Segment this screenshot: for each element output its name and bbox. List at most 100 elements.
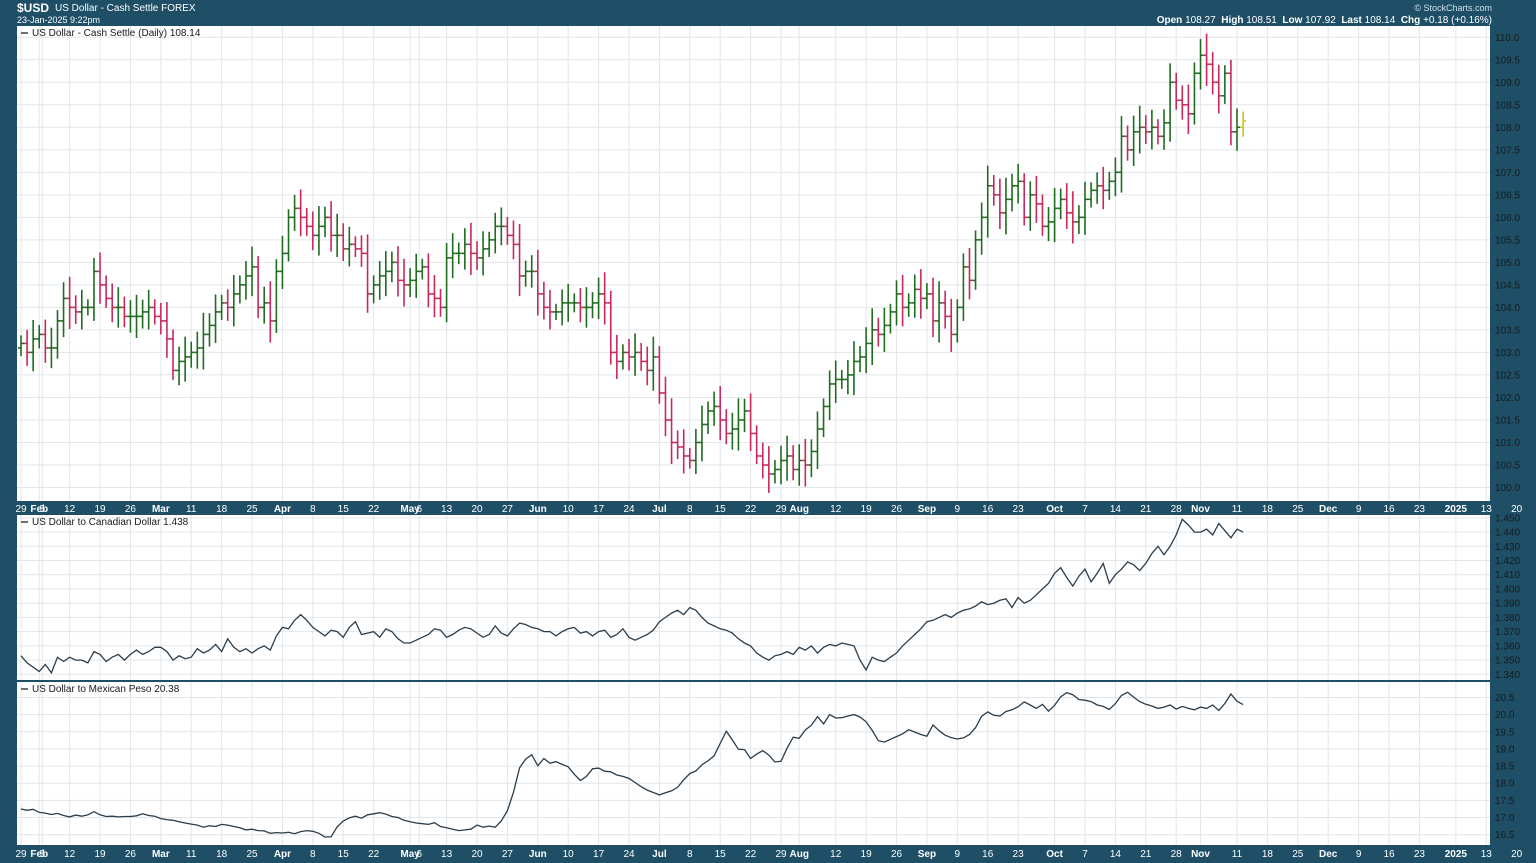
ohlc-bar [923,283,930,310]
date-tick-label: 13 [1481,849,1493,860]
ohlc-bar [857,346,864,373]
ohlc-bar [577,288,584,323]
ohlc-bar [1148,109,1155,150]
date-tick-label: 7 [1082,849,1088,860]
date-tick-label: 12 [64,504,76,515]
ohlc-bar [255,256,262,319]
ohlc-bar [680,429,687,474]
ohlc-bar [1045,206,1052,242]
date-tick-label: 16 [982,504,994,515]
ohlc-bar [364,234,371,313]
ohlc-bar [790,445,797,481]
ohlc-bar [36,324,43,349]
date-tick-label: Dec [1319,849,1338,860]
ohlc-bar [170,329,176,380]
series-line [20,518,1244,675]
date-tick-label: 9 [955,504,961,515]
date-tick-label: Feb [30,504,48,515]
pane-background [17,26,1490,501]
date-tick-label: 24 [623,504,635,515]
date-tick-label: 8 [310,849,316,860]
y-tick-label: 102.0 [1495,393,1520,404]
ohlc-bar [595,277,602,320]
ohlc-bar [309,211,316,251]
ohlc-bar [936,281,943,343]
ohlc-bar [1100,166,1107,210]
ohlc-bar [315,206,322,256]
y-tick-label: 20.5 [1495,693,1515,704]
date-tick-label: 9 [955,849,961,860]
ohlc-bar [589,292,596,319]
ohlc-bar [844,360,851,395]
date-tick-label: 13 [441,849,453,860]
ohlc-bar [717,386,724,441]
ohlc-bar [163,301,170,358]
ohlc-bar [911,274,918,318]
ohlc-bar [619,344,626,370]
ohlc-bar [626,338,632,371]
ohlc-bar [109,283,116,323]
date-tick-label: Mar [152,849,170,860]
ohlc-bar [236,275,243,304]
date-tick-label: Jul [652,504,667,515]
date-tick-label: 16 [1383,849,1395,860]
pane-title: US Dollar - Cash Settle (Daily) 108.14 [32,28,201,39]
ohlc-bar [407,268,414,298]
ohlc-bar [808,439,815,478]
ohlc-bar [388,251,395,283]
date-tick-label: 9 [1356,849,1362,860]
date-tick-label: 25 [246,504,258,515]
ohlc-bar [528,255,535,288]
date-tick-label: 19 [861,849,873,860]
ohlc-bar [97,252,104,304]
ohlc-bar [437,288,444,317]
ohlc-bar [401,258,408,307]
ohlc-bar [899,274,906,327]
y-tick-label: 110.0 [1495,33,1520,44]
date-tick-label: Mar [152,504,170,515]
date-tick-label: 16 [1383,504,1395,515]
y-tick-label: 19.5 [1495,727,1515,738]
ohlc-bar [230,274,237,327]
ohlc-bar [741,398,748,433]
ohlc-bar [480,231,487,276]
y-tick-label: 1.440 [1495,528,1520,539]
ohlc-bar [18,335,24,357]
ohlc-bar [778,445,784,485]
date-tick-label: 12 [830,849,842,860]
y-tick-label: 1.430 [1495,542,1520,553]
y-tick-label: 107.5 [1495,145,1520,156]
ohlc-bar [735,398,742,451]
ohlc-bar [206,313,213,347]
ohlc-bar [1185,84,1192,135]
date-tick-label: 23 [1013,849,1025,860]
ohlc-bar [303,207,310,236]
ohlc-bar [48,327,55,369]
y-tick-label: 1.360 [1495,641,1520,652]
ohlc-bar [182,336,189,382]
ohlc-bar [30,320,37,372]
ohlc-bar [559,289,566,326]
ohlc-bar [1154,119,1161,145]
price-stats: Open 108.27 High 108.51 Low 107.92 Last … [1157,15,1492,26]
ohlc-bar [176,346,183,386]
ohlc-bar [753,425,760,465]
ohlc-bar [1063,183,1070,230]
ohlc-bar [1215,64,1222,114]
date-tick-label: 12 [830,504,842,515]
ohlc-bar [273,259,280,334]
date-tick-label: 8 [310,504,316,515]
ohlc-bar [826,370,833,420]
chg-value: +0.18 (+0.16%) [1423,15,1492,26]
ohlc-bar [425,253,432,308]
date-tick-label: 11 [1232,504,1243,515]
y-tick-label: 17.5 [1495,796,1515,807]
date-tick-label: 19 [94,849,106,860]
date-tick-label: 25 [246,849,258,860]
date-tick-label: Jun [529,849,547,860]
ohlc-bar [1057,188,1064,220]
ohlc-bar [346,226,353,267]
ohlc-bar [747,393,754,452]
date-tick-label: 26 [891,504,903,515]
